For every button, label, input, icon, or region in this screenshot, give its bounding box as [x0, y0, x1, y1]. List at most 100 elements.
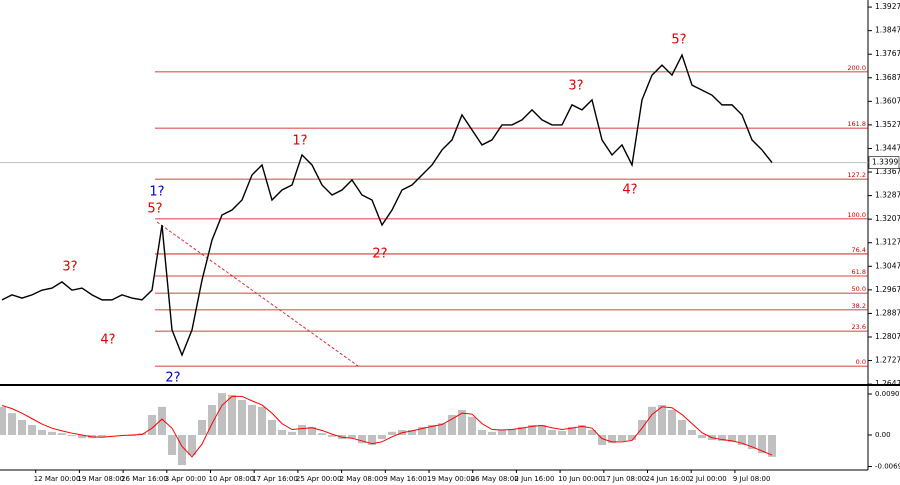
- histogram-bar: [498, 430, 506, 436]
- histogram-bar: [18, 419, 26, 436]
- histogram-bar: [58, 433, 66, 436]
- histogram-bar: [518, 426, 526, 436]
- histogram-bar: [238, 399, 246, 436]
- histogram-bar: [368, 435, 376, 446]
- histogram-bar: [748, 435, 756, 450]
- histogram-bar: [8, 413, 16, 436]
- histogram-bar: [318, 433, 326, 436]
- y-tick-label: 1.3447: [875, 143, 900, 152]
- y-tick-label: 1.3847: [875, 26, 900, 35]
- histogram-bar: [278, 430, 286, 436]
- fib-label: 127.2: [847, 171, 866, 179]
- wave-label: 1?: [149, 185, 164, 200]
- x-tick-label: 3 Apr 00:00: [165, 475, 206, 483]
- histogram-bar: [438, 423, 446, 436]
- histogram-bar: [158, 406, 166, 436]
- histogram-bar: [548, 430, 556, 436]
- histogram-bar: [388, 431, 396, 436]
- histogram-bar: [248, 404, 256, 436]
- histogram-bar: [658, 404, 666, 436]
- histogram-bar: [588, 430, 596, 436]
- x-tick-label: 17 Jun 08:00: [602, 475, 646, 483]
- histogram-bar: [628, 435, 636, 441]
- y-tick-label: 1.2727: [875, 356, 900, 365]
- x-tick-label: 10 Jun 00:00: [558, 475, 602, 483]
- wave-label: 5?: [147, 202, 162, 217]
- histogram-bar: [28, 424, 36, 436]
- x-tick-label: 26 Mar 16:00: [121, 475, 168, 483]
- histogram-bar: [648, 406, 656, 436]
- fib-label: 23.6: [852, 323, 866, 331]
- y-tick-label: 1.3367: [875, 167, 900, 176]
- y-tick-label: 1.3607: [875, 96, 900, 105]
- histogram-bar: [768, 435, 776, 457]
- x-tick-label: 2 May 08:00: [340, 475, 384, 483]
- histogram-bar: [348, 435, 356, 439]
- histogram-bar: [98, 435, 106, 437]
- histogram-bar: [48, 431, 56, 436]
- x-tick-label: 25 Apr 00:00: [296, 475, 342, 483]
- histogram-bar: [718, 435, 726, 441]
- y-tick-label: 1.2967: [875, 285, 900, 294]
- x-tick-label: 2 Jul 00:00: [689, 475, 727, 483]
- histogram-bar: [298, 424, 306, 436]
- histogram-bar: [188, 435, 196, 456]
- x-tick-label: 9 May 16:00: [383, 475, 427, 483]
- wave-label: 1?: [292, 134, 307, 149]
- histogram-bar: [698, 435, 706, 439]
- last-price-box: [868, 156, 900, 169]
- histogram-bar: [358, 435, 366, 444]
- histogram-bar: [538, 424, 546, 436]
- y-tick-label: 0.00: [875, 431, 891, 439]
- histogram-bar: [168, 435, 176, 456]
- histogram-bar: [418, 426, 426, 436]
- wave-label: 2?: [372, 247, 387, 262]
- y-tick-label: 1.3287: [875, 191, 900, 200]
- y-tick-label: 1.2887: [875, 308, 900, 317]
- y-tick-label: 0.00901: [875, 390, 900, 398]
- x-tick-label: 12 Mar 00:00: [34, 475, 81, 483]
- y-tick-label: 1.3767: [875, 49, 900, 58]
- histogram-bar: [598, 435, 606, 446]
- y-tick-label: 1.2647: [875, 379, 900, 388]
- histogram-bar: [148, 414, 156, 436]
- y-tick-label: 1.3127: [875, 238, 900, 247]
- histogram-bar: [448, 414, 456, 436]
- histogram-bar: [688, 430, 696, 436]
- histogram-bar: [68, 435, 76, 436]
- histogram-bar: [428, 424, 436, 436]
- wave-label: 5?: [671, 33, 686, 48]
- x-tick-label: 9 Jul 08:00: [733, 475, 771, 483]
- x-tick-label: 24 Jun 16:00: [646, 475, 690, 483]
- fib-label: 0.0: [856, 358, 866, 366]
- histogram-bar: [408, 430, 416, 436]
- fib-label: 38.2: [852, 302, 866, 310]
- fib-label: 200.0: [847, 64, 866, 72]
- histogram-bar: [458, 409, 466, 436]
- y-tick-label: 1.3927: [875, 2, 900, 11]
- histogram-bar: [268, 419, 276, 436]
- histogram-bar: [728, 435, 736, 442]
- trend-line: [156, 221, 359, 367]
- price-line: [1, 53, 773, 357]
- histogram-bar: [178, 435, 186, 466]
- fib-label: 100.0: [847, 211, 866, 219]
- histogram-bar: [528, 424, 536, 436]
- histogram-bar: [38, 430, 46, 436]
- wave-label: 3?: [62, 260, 77, 275]
- x-tick-label: 17 Apr 16:00: [252, 475, 298, 483]
- y-tick-label: -0.00692: [875, 462, 900, 470]
- histogram-bar: [608, 435, 616, 444]
- x-tick-label: 26 May 08:00: [471, 475, 519, 483]
- x-tick-label: 10 Apr 08:00: [209, 475, 255, 483]
- histogram-bar: [558, 430, 566, 436]
- histogram-bar: [328, 435, 336, 437]
- histogram-bar: [488, 431, 496, 436]
- fib-label: 61.8: [852, 268, 866, 276]
- histogram-bar: [668, 409, 676, 436]
- histogram-bar: [0, 406, 6, 436]
- wave-label: 3?: [568, 79, 583, 94]
- y-tick-label: 1.3687: [875, 73, 900, 82]
